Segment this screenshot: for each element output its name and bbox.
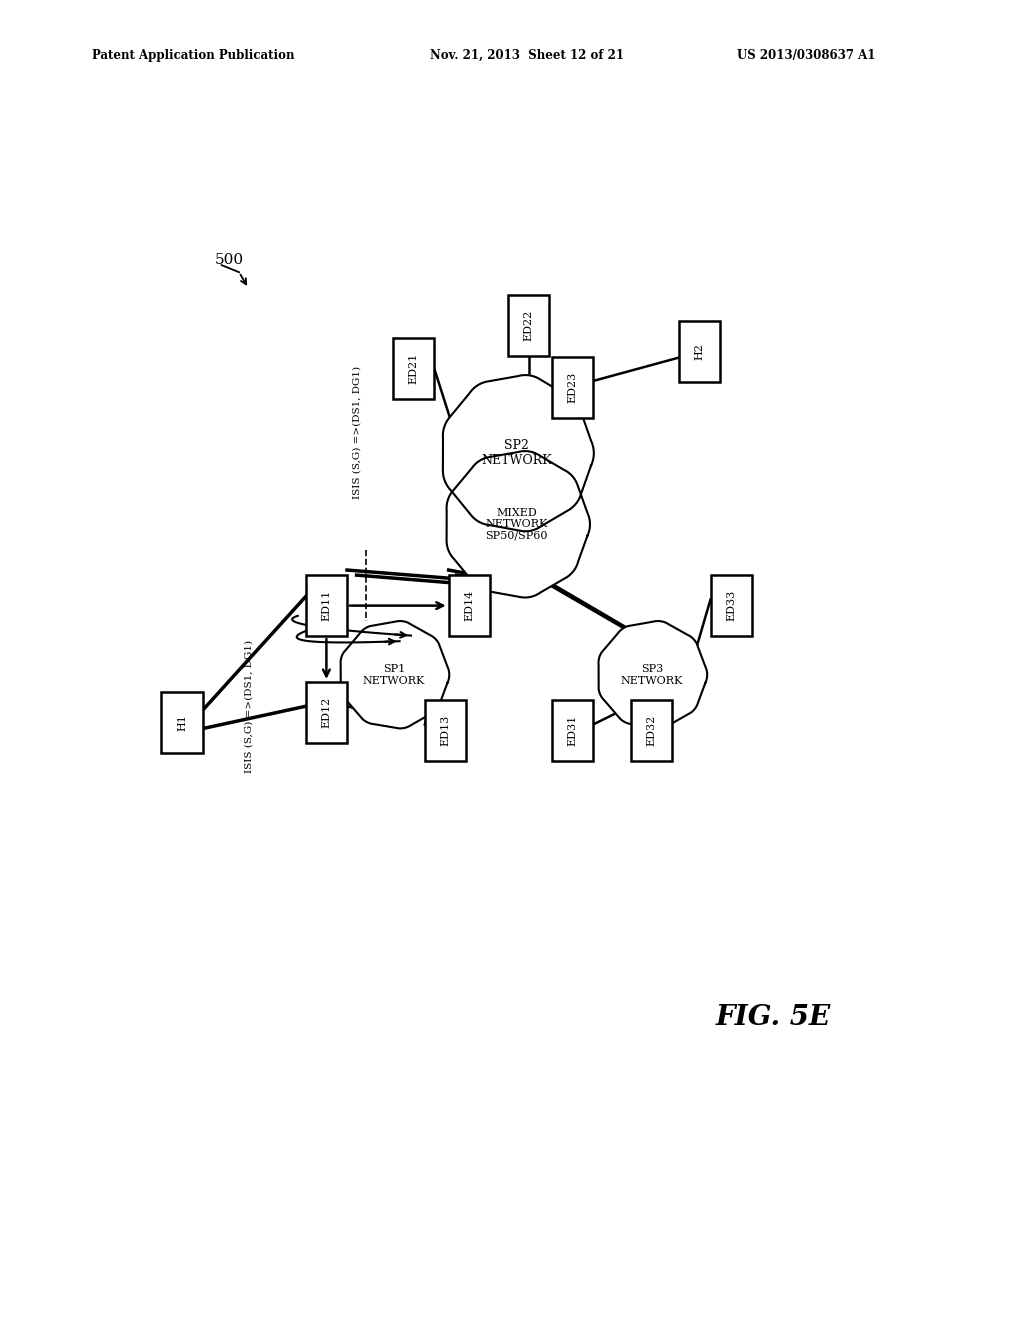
FancyBboxPatch shape <box>425 700 466 762</box>
Text: ED12: ED12 <box>322 697 332 727</box>
Text: SP3
NETWORK: SP3 NETWORK <box>621 664 683 685</box>
FancyBboxPatch shape <box>631 700 673 762</box>
Text: H1: H1 <box>177 714 187 731</box>
Text: FIG. 5E: FIG. 5E <box>715 1003 830 1031</box>
Text: ED21: ED21 <box>409 354 419 384</box>
Text: ED23: ED23 <box>567 371 578 403</box>
Text: ED31: ED31 <box>567 715 578 746</box>
Text: SP2
NETWORK: SP2 NETWORK <box>481 440 552 467</box>
FancyBboxPatch shape <box>393 338 434 399</box>
FancyBboxPatch shape <box>508 294 550 355</box>
Text: SP1
NETWORK: SP1 NETWORK <box>362 664 425 685</box>
Polygon shape <box>598 620 708 729</box>
Polygon shape <box>446 451 590 598</box>
Text: ED33: ED33 <box>726 590 736 622</box>
Text: US 2013/0308637 A1: US 2013/0308637 A1 <box>737 49 876 62</box>
FancyBboxPatch shape <box>679 321 720 381</box>
Text: ED13: ED13 <box>440 715 451 746</box>
Text: H2: H2 <box>694 343 705 360</box>
Text: ISIS (S,G) =>(DS1, DG1): ISIS (S,G) =>(DS1, DG1) <box>244 640 253 774</box>
Text: Patent Application Publication: Patent Application Publication <box>92 49 295 62</box>
FancyBboxPatch shape <box>711 576 752 636</box>
Text: ED11: ED11 <box>322 590 332 622</box>
FancyBboxPatch shape <box>552 700 593 762</box>
FancyBboxPatch shape <box>162 692 203 752</box>
Text: ED14: ED14 <box>464 590 474 622</box>
Text: ED22: ED22 <box>523 309 534 341</box>
Polygon shape <box>442 375 594 531</box>
Text: 500: 500 <box>215 253 244 267</box>
FancyBboxPatch shape <box>449 576 489 636</box>
FancyBboxPatch shape <box>306 576 347 636</box>
Text: ISIS (S,G) =>(DS1, DG1): ISIS (S,G) =>(DS1, DG1) <box>352 366 361 499</box>
Text: ED32: ED32 <box>647 715 656 746</box>
Text: Nov. 21, 2013  Sheet 12 of 21: Nov. 21, 2013 Sheet 12 of 21 <box>430 49 624 62</box>
FancyBboxPatch shape <box>306 682 347 743</box>
Text: MIXED
NETWORK
SP50/SP60: MIXED NETWORK SP50/SP60 <box>485 508 548 541</box>
Polygon shape <box>341 620 450 729</box>
FancyBboxPatch shape <box>552 356 593 417</box>
